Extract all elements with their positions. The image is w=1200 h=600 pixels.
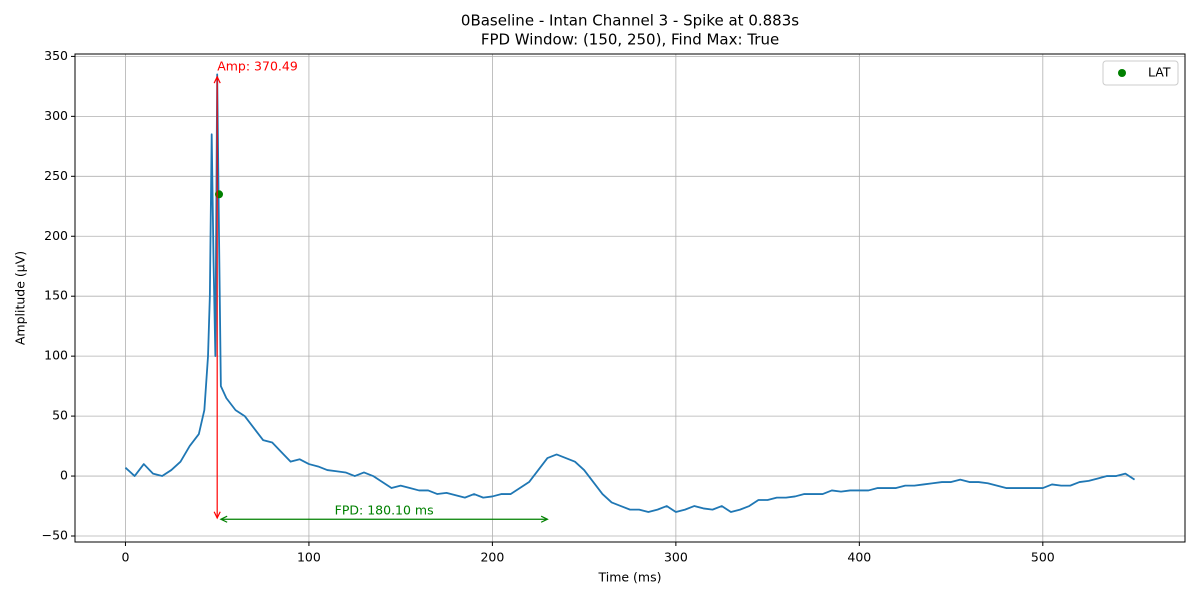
legend-label: LAT (1148, 65, 1171, 80)
x-tick-label: 400 (847, 550, 871, 565)
data-line (124, 73, 1136, 513)
annotation-text: FPD: 180.10 ms (335, 503, 434, 518)
annotation-text: Amp: 370.49 (217, 58, 298, 73)
arrow-head (219, 515, 228, 523)
plot-frame (74, 53, 1186, 543)
x-tick-label: 200 (480, 550, 504, 565)
y-tick-label: 150 (44, 288, 68, 303)
legend-box (1102, 60, 1179, 86)
x-axis-label: Time (ms) (597, 570, 661, 585)
y-tick-label: 200 (44, 228, 68, 243)
y-tick-label: 100 (44, 348, 68, 363)
x-tick-label: 100 (297, 550, 321, 565)
chart-subtitle: FPD Window: (150, 250), Find Max: True (481, 31, 779, 49)
lat-point (215, 190, 224, 199)
legend-marker (1118, 69, 1126, 77)
y-tick-label: 250 (44, 168, 68, 183)
y-tick-label: 50 (52, 408, 68, 423)
arrow-head (213, 75, 221, 84)
x-tick-label: 0 (121, 550, 129, 565)
arrow-head (540, 515, 549, 523)
y-tick-label: 0 (60, 468, 68, 483)
x-tick-label: 500 (1031, 550, 1055, 565)
y-axis-label: Amplitude (µV) (13, 251, 28, 345)
chart-title: 0Baseline - Intan Channel 3 - Spike at 0… (461, 12, 799, 30)
y-tick-label: 300 (44, 108, 68, 123)
x-tick-label: 300 (664, 550, 688, 565)
y-tick-label: 350 (44, 48, 68, 63)
y-tick-label: −50 (42, 528, 68, 543)
arrow-head (213, 511, 221, 520)
